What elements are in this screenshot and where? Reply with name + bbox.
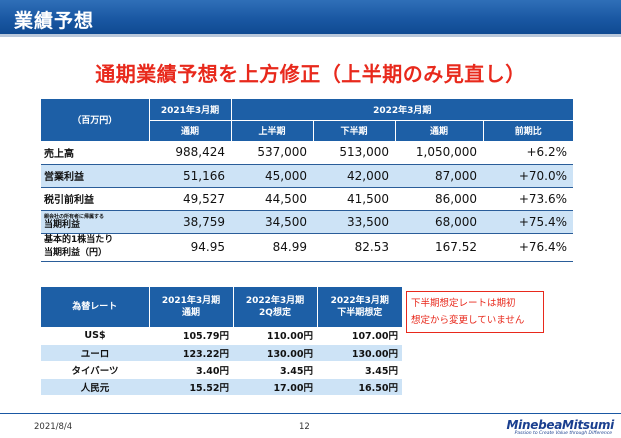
headline: 通期業績予想を上方修正（上半期のみ見直し） <box>95 62 526 86</box>
cell: 38,759 <box>149 210 231 234</box>
cell: +73.6% <box>483 187 573 211</box>
row-label: 営業利益 <box>41 164 149 188</box>
sub-header: 前期比 <box>483 120 573 141</box>
cell: 513,000 <box>313 141 395 165</box>
fy21-header: 2021年3月期 <box>149 99 232 121</box>
cell: 988,424 <box>149 141 231 165</box>
footer-divider <box>0 413 621 414</box>
cell: 130.00円 <box>233 344 317 362</box>
table-row: 営業利益 51,166 45,000 42,000 87,000 +70.0% <box>41 164 573 188</box>
fy22-header: 2022年3月期 <box>231 99 573 121</box>
cell: 68,000 <box>395 210 483 234</box>
cell: 1,050,000 <box>395 141 483 165</box>
cell: 41,500 <box>313 187 395 211</box>
fx-header: 2021年3月期 通期 <box>149 287 234 327</box>
row-label-small: 親会社の所有者に帰属する <box>44 213 105 220</box>
cell: 51,166 <box>149 164 231 188</box>
currency-label: 人民元 <box>41 378 149 396</box>
cell: +75.4% <box>483 210 573 234</box>
sub-header: 上半期 <box>231 120 314 141</box>
cell: 49,527 <box>149 187 231 211</box>
cell: 33,500 <box>313 210 395 234</box>
cell: 537,000 <box>231 141 313 165</box>
cell: 94.95 <box>149 233 231 262</box>
table-row: 売上高 988,424 537,000 513,000 1,050,000 +6… <box>41 141 573 165</box>
cell: 34,500 <box>231 210 313 234</box>
sub-header: 通期 <box>395 120 484 141</box>
cell: 3.45円 <box>317 361 402 379</box>
note-line: 想定から変更していません <box>411 315 525 326</box>
fx-header-line: 下半期想定 <box>337 308 383 318</box>
table-row: ユーロ 123.22円 130.00円 130.00円 <box>41 344 402 362</box>
forecast-table: （百万円） 2021年3月期 2022年3月期 通期 上半期 下半期 通期 前期… <box>41 99 573 262</box>
logo-name: MinebeaMitsumi <box>506 418 615 432</box>
cell: +70.0% <box>483 164 573 188</box>
row-label-main: 当期利益 <box>44 219 81 230</box>
company-logo: MinebeaMitsumi Passion to Create Value t… <box>498 418 615 436</box>
fx-header-line: 2022年3月期 <box>245 296 305 306</box>
cell: 15.52円 <box>149 378 233 396</box>
sub-header: 通期 <box>149 120 232 141</box>
footer-date: 2021/8/4 <box>34 422 73 432</box>
fx-header: 2022年3月期 2Q想定 <box>233 287 318 327</box>
row-label: 親会社の所有者に帰属する 当期利益 <box>41 210 149 234</box>
fx-header-line: 2Q想定 <box>259 308 291 318</box>
cell: 84.99 <box>231 233 313 262</box>
fx-header: 2022年3月期 下半期想定 <box>317 287 402 327</box>
unit-header: （百万円） <box>41 99 150 142</box>
cell: +6.2% <box>483 141 573 165</box>
currency-label: ユーロ <box>41 344 149 362</box>
cell: 42,000 <box>313 164 395 188</box>
cell: +76.4% <box>483 233 573 262</box>
table-row: 人民元 15.52円 17.00円 16.50円 <box>41 378 402 396</box>
row-label: 税引前利益 <box>41 187 149 211</box>
fx-header-line: 2022年3月期 <box>330 296 389 306</box>
currency-label: US$ <box>41 327 149 345</box>
cell: 45,000 <box>231 164 313 188</box>
row-label: 売上高 <box>41 141 149 165</box>
page-title: 業績予想 <box>14 10 95 32</box>
sub-header: 下半期 <box>313 120 396 141</box>
fx-header-line: 2021年3月期 <box>161 296 221 306</box>
cell: 16.50円 <box>317 378 402 396</box>
row-label-line1: 基本的1株当たり <box>44 235 114 245</box>
page-number: 12 <box>299 422 310 432</box>
currency-label: タイバーツ <box>41 361 149 379</box>
row-label: 基本的1株当たり 当期利益（円） <box>41 233 149 262</box>
cell: 44,500 <box>231 187 313 211</box>
table-row: 基本的1株当たり 当期利益（円） 94.95 84.99 82.53 167.5… <box>41 233 573 262</box>
table-row: US$ 105.79円 110.00円 107.00円 <box>41 327 402 345</box>
cell: 3.40円 <box>149 361 233 379</box>
cell: 86,000 <box>395 187 483 211</box>
cell: 3.45円 <box>233 361 317 379</box>
fx-header: 為替レート <box>41 287 150 327</box>
cell: 105.79円 <box>149 327 233 345</box>
row-label-line2: 当期利益（円） <box>44 248 108 258</box>
cell: 87,000 <box>395 164 483 188</box>
cell: 82.53 <box>313 233 395 262</box>
logo-tagline: Passion to Create Value through Differen… <box>514 431 612 436</box>
fx-header-line: 通期 <box>181 308 200 318</box>
cell: 130.00円 <box>317 344 402 362</box>
header-bar: 業績予想 <box>0 0 621 37</box>
cell: 17.00円 <box>233 378 317 396</box>
table-row: 親会社の所有者に帰属する 当期利益 38,759 34,500 33,500 6… <box>41 210 573 234</box>
cell: 167.52 <box>395 233 483 262</box>
note-line: 下半期想定レートは期初 <box>411 298 516 309</box>
cell: 110.00円 <box>233 327 317 345</box>
note-box: 下半期想定レートは期初 想定から変更していません <box>406 291 544 333</box>
cell: 123.22円 <box>149 344 233 362</box>
fx-rate-table: 為替レート 2021年3月期 通期 2022年3月期 2Q想定 2022年3月期… <box>41 287 402 396</box>
table-row: タイバーツ 3.40円 3.45円 3.45円 <box>41 361 402 379</box>
table-row: 税引前利益 49,527 44,500 41,500 86,000 +73.6% <box>41 187 573 211</box>
cell: 107.00円 <box>317 327 402 345</box>
